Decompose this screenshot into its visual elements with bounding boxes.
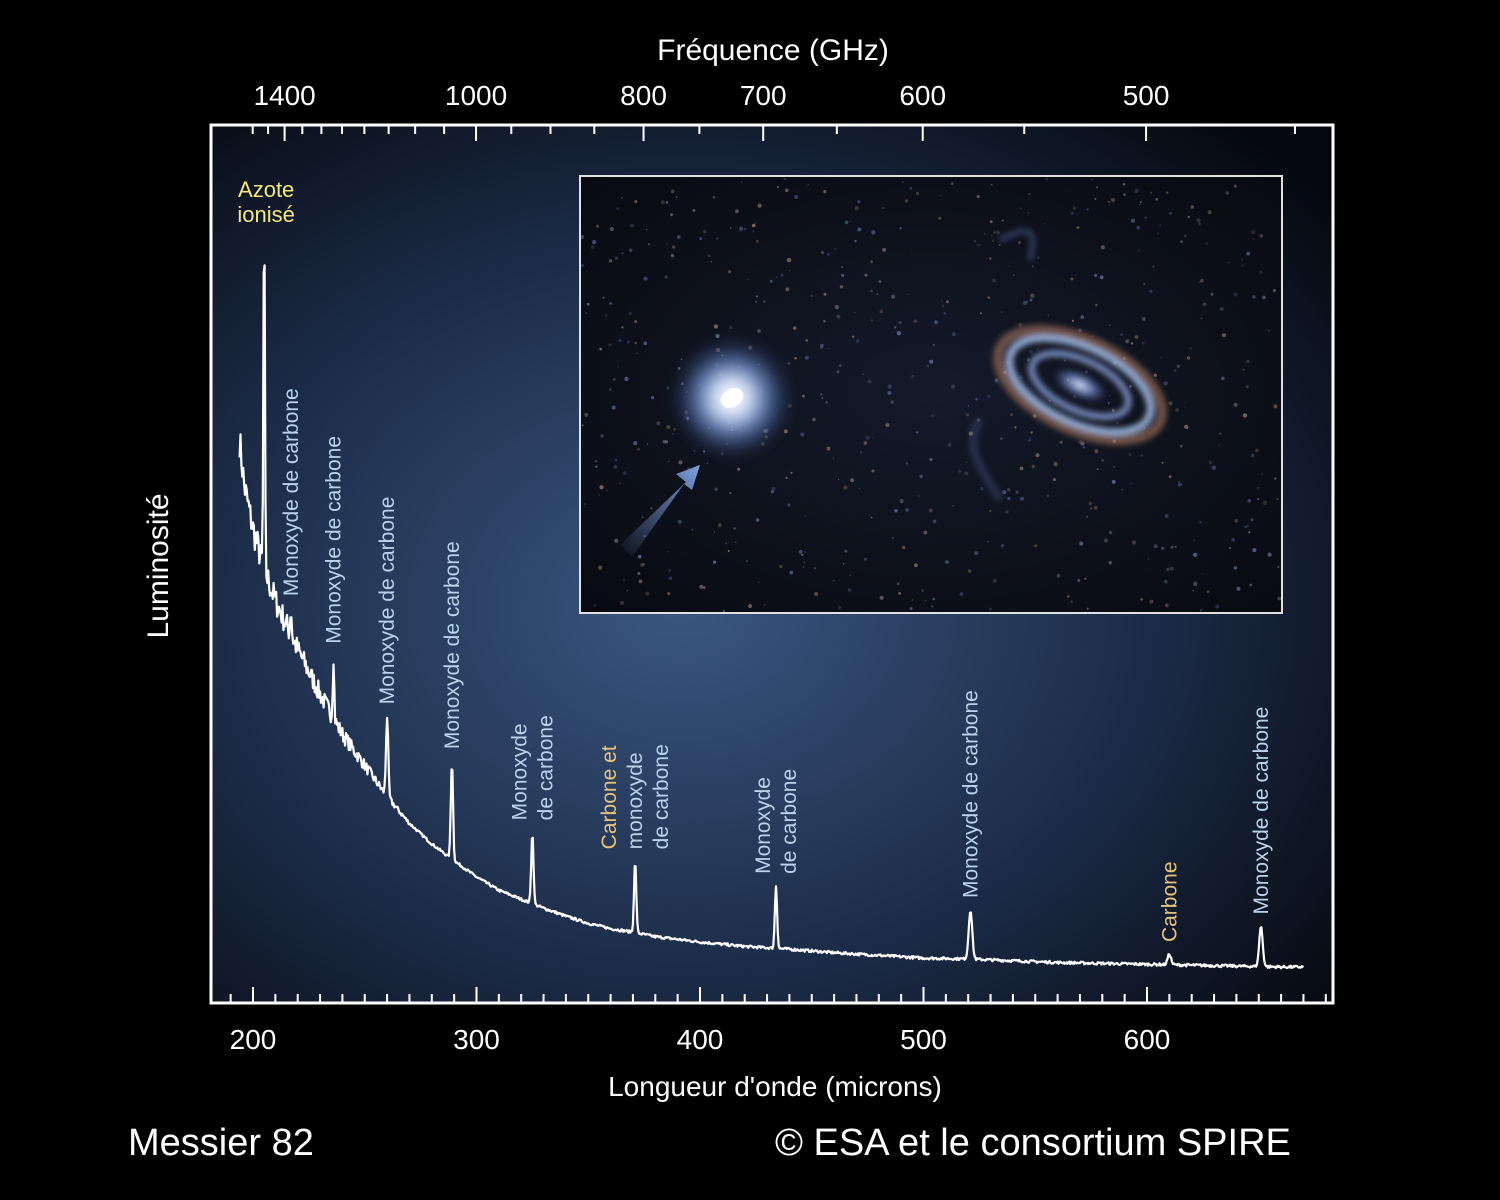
x-tick-label: 600 — [1124, 1024, 1171, 1055]
x2-tick-label: 500 — [1123, 80, 1170, 111]
line-label: Monoxyde de carbone — [959, 690, 982, 898]
inset-image — [579, 175, 1283, 614]
x-axis-title: Longueur d'onde (microns) — [608, 1071, 942, 1102]
line-label: Carbone et monoxyde de carbone — [598, 744, 673, 849]
x2-tick-label: 1400 — [253, 80, 315, 111]
line-label: Carbone — [1158, 861, 1181, 942]
x2-tick-label: 1000 — [445, 80, 507, 111]
x-tick-label: 500 — [900, 1024, 947, 1055]
x2-tick-label: 700 — [740, 80, 787, 111]
x2-tick-label: 800 — [620, 80, 667, 111]
spectrum-line — [238, 264, 1305, 970]
x2-axis-title: Fréquence (GHz) — [657, 34, 889, 67]
spectral-line-labels: Azote ionisé Monoxyde de carbone Monoxyde d… — [237, 177, 1273, 942]
line-label: Monoxyde de carbone — [441, 541, 464, 749]
inset-frame — [579, 175, 1283, 614]
object-name: Messier 82 — [128, 1122, 314, 1164]
m81-galaxy — [969, 228, 1167, 502]
line-label: Monoxyde de carbone — [508, 715, 557, 820]
x-tick-label: 400 — [677, 1024, 724, 1055]
m82-galaxy — [672, 338, 792, 458]
line-label: Monoxyde de carbone — [322, 436, 345, 644]
line-label: Monoxyde de carbone — [376, 497, 399, 705]
line-label: Monoxyde de carbone — [1250, 707, 1273, 915]
line-label: Monoxyde de carbone — [280, 388, 303, 596]
credit: © ESA et le consortium SPIRE — [775, 1122, 1291, 1164]
x-tick-label: 200 — [230, 1024, 277, 1055]
x2-tick-label: 600 — [899, 80, 946, 111]
inset-arrow — [620, 465, 700, 557]
x-tick-label: 300 — [453, 1024, 500, 1055]
x-axis-top: 1400 1000 800 700 600 500 — [251, 80, 1296, 141]
line-label: Monoxyde de carbone — [752, 769, 801, 874]
y-axis-title: Luminosité — [142, 493, 175, 638]
x-axis-bottom: 200 300 400 500 600 — [230, 987, 1327, 1055]
line-label: Azote ionisé — [237, 177, 294, 227]
